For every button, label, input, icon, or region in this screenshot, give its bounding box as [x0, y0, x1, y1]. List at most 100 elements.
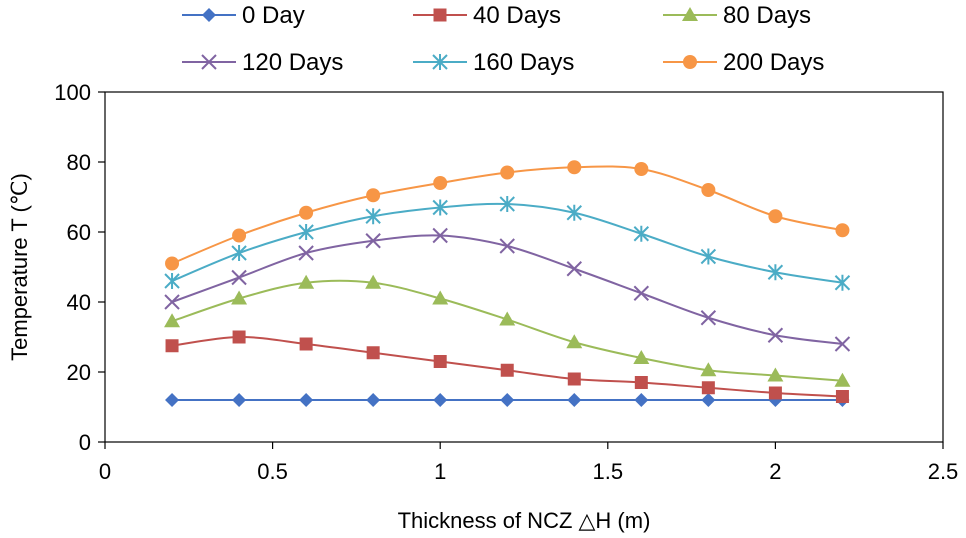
data-point — [298, 224, 314, 240]
data-point — [566, 204, 582, 221]
data-point — [433, 176, 448, 190]
x-axis-title: Thickness of NCZ △H (m) — [398, 508, 651, 533]
y-axis-ticks: 0 20 40 60 80 100 — [54, 80, 105, 455]
data-point — [499, 311, 516, 326]
data-point — [165, 339, 179, 353]
legend: 0 Day 40 Days 80 Days 120 Days 160 Days 200 D… — [182, 2, 824, 76]
data-point — [633, 225, 650, 242]
data-point — [767, 327, 784, 343]
data-point — [433, 393, 448, 407]
data-point — [432, 290, 449, 305]
y-tick-label: 40 — [67, 290, 91, 315]
y-tick-label: 80 — [67, 150, 91, 175]
data-point — [164, 273, 180, 289]
legend-label: 160 Days — [473, 49, 574, 76]
data-point — [566, 334, 583, 349]
legend-label: 0 Day — [242, 2, 305, 29]
legend-label: 120 Days — [242, 49, 343, 76]
data-point — [232, 228, 247, 243]
data-point — [634, 393, 649, 407]
data-point — [633, 350, 650, 364]
data-point — [700, 248, 717, 265]
data-point — [366, 346, 380, 360]
data-point — [567, 160, 582, 175]
legend-label: 200 Days — [723, 49, 824, 76]
series-markers — [164, 160, 851, 407]
y-tick-label: 60 — [67, 220, 91, 245]
x-tick-label: 1.5 — [593, 459, 624, 484]
y-tick-label: 20 — [67, 360, 91, 385]
data-point — [566, 261, 582, 277]
legend-marker — [433, 8, 447, 22]
x-axis-ticks: 0 0.5 1 1.5 2 2.5 — [99, 442, 958, 484]
legend-marker — [682, 7, 698, 21]
legend-label: 40 Days — [473, 2, 561, 29]
data-point — [299, 205, 314, 220]
data-point — [164, 313, 181, 328]
data-point — [567, 393, 582, 407]
data-point — [700, 310, 717, 326]
legend-marker — [432, 54, 448, 70]
legend-item: 0 Day — [182, 2, 305, 29]
data-point — [701, 393, 716, 407]
y-axis-title: Temperature T (℃) — [7, 173, 32, 361]
y-tick-label: 100 — [54, 80, 91, 105]
y-tick-label: 0 — [79, 430, 91, 455]
legend-marker — [201, 54, 217, 70]
data-point — [567, 372, 581, 386]
data-point — [231, 245, 247, 261]
data-point — [365, 274, 382, 289]
data-point — [231, 290, 248, 305]
data-point — [500, 165, 515, 180]
data-point — [768, 209, 783, 224]
legend-item: 80 Days — [663, 2, 811, 29]
data-point — [433, 355, 447, 368]
data-point — [634, 162, 649, 176]
data-point — [701, 381, 715, 395]
data-point — [298, 245, 314, 261]
data-point — [231, 269, 247, 286]
data-point — [165, 256, 180, 271]
data-point — [165, 393, 180, 407]
data-point — [299, 393, 314, 407]
x-tick-label: 0.5 — [257, 459, 288, 484]
data-point — [499, 196, 515, 212]
data-point — [701, 183, 716, 197]
data-point — [365, 233, 381, 249]
data-point — [835, 223, 850, 238]
x-tick-label: 1 — [434, 459, 446, 484]
data-point — [500, 393, 515, 407]
x-tick-label: 2.5 — [928, 459, 959, 484]
data-point — [700, 362, 717, 377]
legend-item: 40 Days — [413, 2, 561, 29]
data-point — [499, 238, 515, 254]
data-point — [432, 227, 448, 244]
x-tick-label: 0 — [99, 459, 111, 484]
data-point — [299, 337, 313, 351]
data-point — [232, 330, 246, 344]
data-point — [634, 376, 648, 389]
data-point — [768, 386, 782, 400]
legend-item: 160 Days — [413, 49, 574, 76]
data-point — [767, 367, 784, 382]
data-point — [500, 363, 514, 377]
data-point — [366, 188, 381, 203]
x-tick-label: 2 — [769, 459, 781, 484]
data-point — [432, 199, 448, 216]
data-point — [633, 285, 650, 301]
data-point — [366, 393, 381, 407]
legend-marker — [202, 8, 216, 22]
data-point — [232, 393, 247, 407]
legend-label: 80 Days — [723, 2, 811, 29]
data-point — [164, 294, 180, 310]
data-point — [365, 208, 381, 225]
data-point — [834, 372, 851, 387]
legend-item: 200 Days — [663, 49, 824, 76]
data-point — [298, 274, 315, 289]
data-point — [834, 274, 851, 291]
data-point — [834, 336, 851, 352]
legend-marker — [683, 55, 697, 69]
data-point — [767, 264, 784, 281]
